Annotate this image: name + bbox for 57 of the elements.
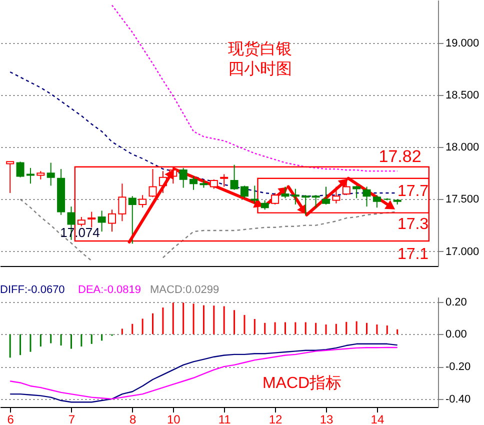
x-tick-label: 12: [268, 412, 283, 425]
x-tick-label: 13: [320, 412, 334, 425]
candlestick: [230, 164, 238, 190]
annotation: 17.3: [397, 216, 429, 233]
candlestick: [281, 186, 290, 199]
y-tick-label: 17.000: [446, 246, 480, 258]
x-tick-label: 11: [218, 412, 232, 425]
candlestick: [372, 194, 381, 208]
y-tick-label: -0.20: [446, 361, 471, 374]
y-tick-label: 18.500: [446, 89, 480, 102]
candlestick: [362, 186, 371, 208]
text: 四小时图: [228, 60, 292, 78]
candlestick: [302, 194, 310, 216]
y-tick-label: 19.000: [446, 37, 480, 50]
candlestick: [138, 194, 147, 208]
candlestick: [250, 185, 259, 204]
x-tick-label: 8: [130, 412, 137, 425]
x-tick-label: 7: [68, 412, 76, 425]
candlestick: [179, 167, 188, 188]
candlestick: [291, 188, 300, 205]
x-tick-label: 6: [7, 412, 14, 425]
candlestick: [16, 161, 24, 178]
text: 现货白银: [228, 40, 292, 58]
candlestick: [312, 194, 320, 208]
annotation: 17.1: [397, 246, 429, 263]
candlestick: [260, 200, 269, 210]
candlestick: [240, 185, 248, 199]
y-tick-label: -0.40: [446, 393, 471, 406]
candlestick: [148, 168, 157, 198]
y-tick-label: 17.500: [446, 194, 480, 206]
candlestick: [322, 186, 330, 205]
candlestick: [352, 185, 361, 199]
y-tick-label: 0.00: [446, 328, 467, 341]
x-tick-label: 10: [166, 412, 181, 425]
y-tick-label: 18.000: [446, 142, 480, 154]
annotation: MACD指标: [262, 374, 342, 392]
candlestick: [77, 216, 86, 227]
y-tick-label: 0.20: [446, 296, 467, 308]
candlestick: [332, 186, 340, 204]
candlestick: [210, 178, 218, 190]
candlestick: [220, 174, 228, 188]
series-label: MACD:0.0299: [150, 284, 220, 296]
candlestick: [88, 211, 96, 228]
annotation: 17.7: [397, 183, 429, 200]
candlestick: [271, 192, 280, 205]
candlestick: [118, 183, 126, 222]
candlestick: [46, 162, 55, 186]
candlestick: [98, 210, 106, 232]
text: DEA:-0.0819: [78, 284, 141, 296]
x-tick-label: 14: [370, 412, 384, 425]
candlestick: [6, 161, 14, 194]
candlestick: [108, 209, 116, 232]
candlestick: [190, 176, 198, 190]
candlestick: [128, 196, 136, 244]
candlestick: [26, 167, 34, 184]
text: DIFF:-0.0670: [0, 284, 65, 296]
annotation: 17.82: [378, 147, 422, 166]
